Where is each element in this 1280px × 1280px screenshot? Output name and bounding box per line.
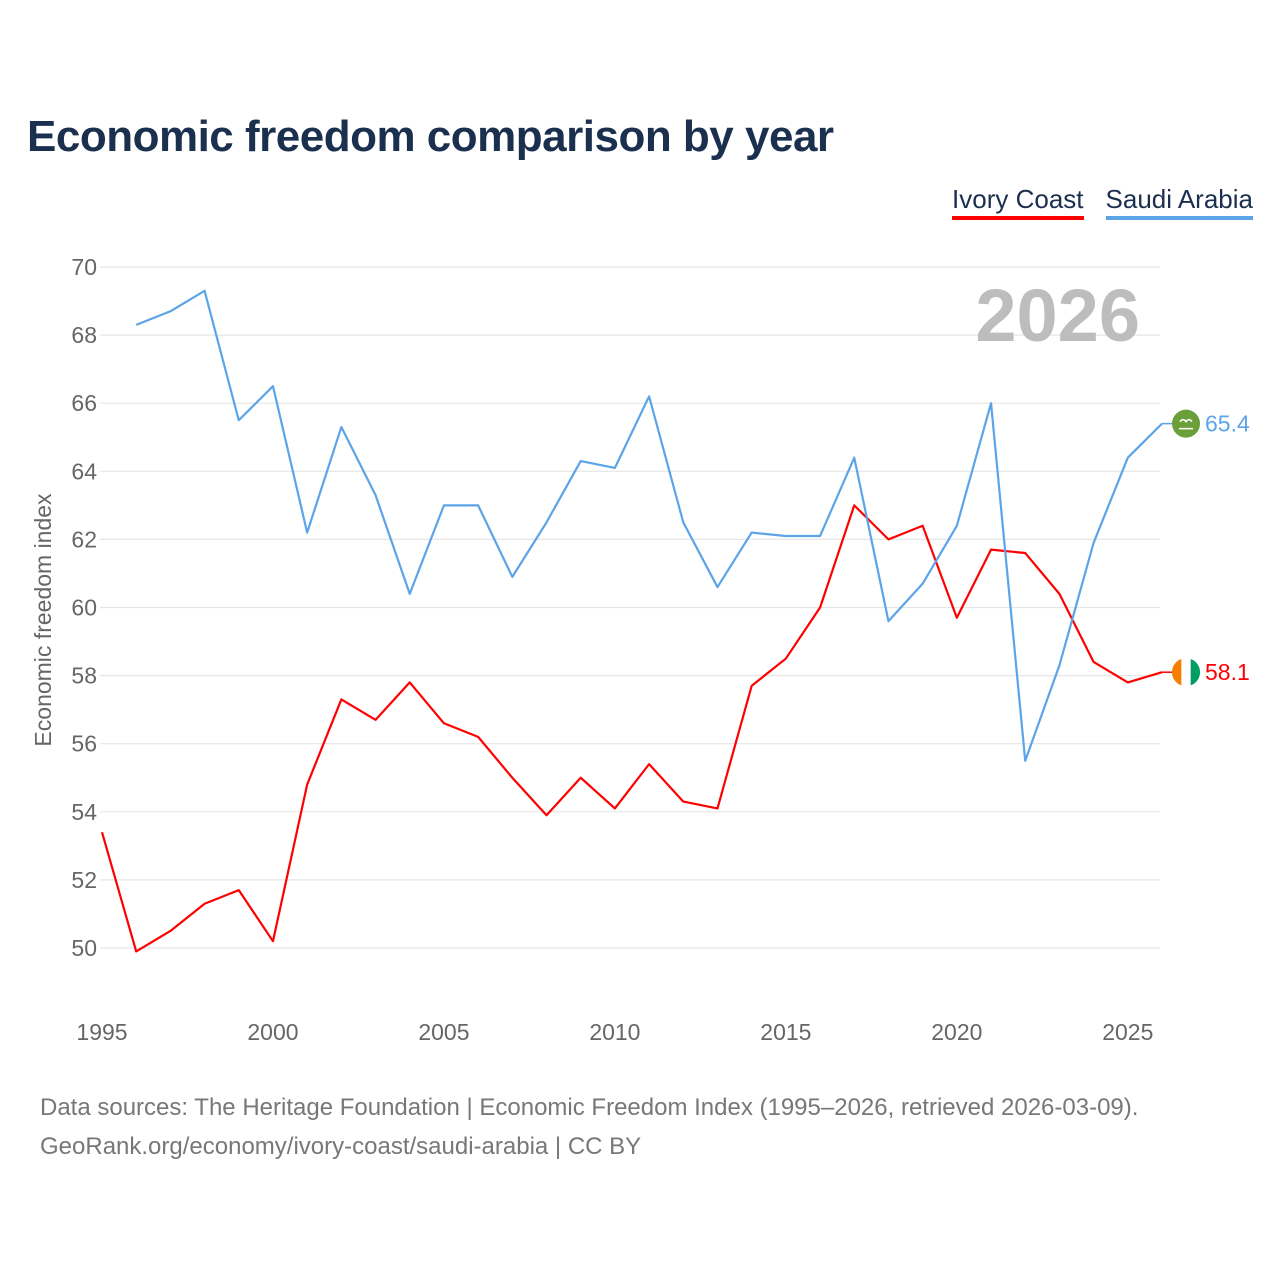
y-tick-label: 50 [71, 935, 97, 961]
legend-saudi-arabia[interactable]: Saudi Arabia [1105, 184, 1253, 220]
x-tick-label: 2025 [1102, 1019, 1153, 1045]
x-tick-label: 2020 [931, 1019, 982, 1045]
y-tick-label: 52 [71, 867, 97, 893]
y-tick-label: 66 [71, 390, 97, 416]
legend: Ivory Coast Saudi Arabia [952, 184, 1253, 220]
y-tick-label: 68 [71, 322, 97, 348]
footer: Data sources: The Heritage Foundation | … [40, 1088, 1138, 1166]
footer-link[interactable]: GeoRank.org/economy/ivory-coast/saudi-ar… [40, 1133, 642, 1160]
x-tick-label: 1995 [76, 1019, 127, 1045]
x-tick-label: 2015 [760, 1019, 811, 1045]
footer-sources: Data sources: The Heritage Foundation | … [40, 1094, 1139, 1121]
flag-orange [1171, 658, 1182, 686]
x-tick-label: 2000 [247, 1019, 298, 1045]
y-tick-label: 54 [71, 799, 97, 825]
y-axis-label: Economic freedom index [30, 493, 56, 747]
y-tick-label: 60 [71, 595, 97, 621]
end-value-label: 58.1 [1205, 659, 1250, 685]
flag-bg [1172, 409, 1200, 438]
flag-green [1190, 658, 1201, 686]
y-tick-label: 62 [71, 526, 97, 552]
y-tick-label: 70 [71, 254, 97, 280]
ivory-coast-flag-icon [1171, 658, 1201, 687]
y-tick-label: 56 [71, 731, 97, 757]
legend-ivory-coast[interactable]: Ivory Coast [952, 184, 1084, 220]
saudi-arabia-flag-icon [1172, 409, 1200, 438]
series-line-ivory-coast [100, 504, 1163, 953]
series-line-saudi-arabia [135, 289, 1163, 762]
chart-title: Economic freedom comparison by year [27, 112, 834, 161]
year-annotation: 2026 [975, 274, 1140, 357]
end-value-label: 65.4 [1205, 411, 1250, 437]
y-tick-label: 64 [71, 458, 97, 484]
flag-script [1179, 418, 1193, 423]
y-tick-label: 58 [71, 663, 97, 689]
x-tick-label: 2010 [589, 1019, 640, 1045]
x-tick-label: 2005 [418, 1019, 469, 1045]
